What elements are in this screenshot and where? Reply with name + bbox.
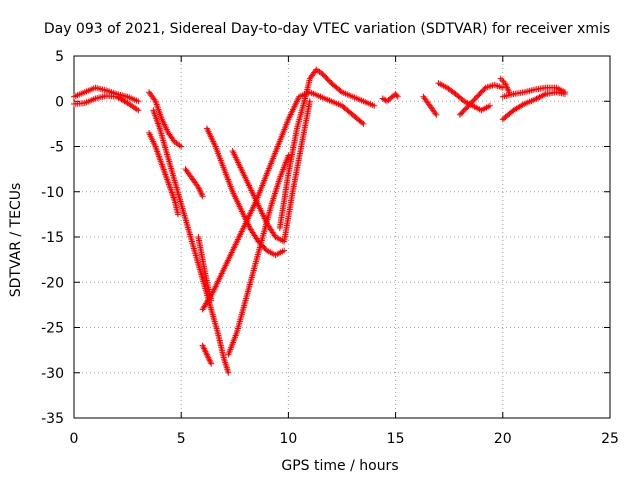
y-axis-title: SDTVAR / TECUs xyxy=(8,183,24,298)
series-seg20 xyxy=(499,89,568,123)
y-tick-label: 5 xyxy=(55,49,64,65)
series-seg18 xyxy=(456,81,506,118)
data-series xyxy=(71,66,568,376)
y-tick-label: -15 xyxy=(41,230,64,246)
y-tick-label: -25 xyxy=(41,321,64,337)
y-tick-label: -30 xyxy=(41,366,64,382)
series-seg11 xyxy=(229,98,313,245)
x-tick-label: 5 xyxy=(177,431,186,447)
series-seg2 xyxy=(71,92,142,114)
series-seg8 xyxy=(199,342,215,367)
series-seg10 xyxy=(203,125,288,259)
chart-title: Day 093 of 2021, Sidereal Day-to-day VTE… xyxy=(44,21,610,37)
x-tick-label: 25 xyxy=(601,431,619,447)
series-seg12 xyxy=(225,152,292,358)
series-seg15 xyxy=(379,91,401,105)
series-seg13 xyxy=(276,66,378,231)
series-seg14 xyxy=(317,93,367,127)
x-tick-label: 10 xyxy=(279,431,297,447)
series-seg1 xyxy=(71,84,142,105)
series-seg7 xyxy=(195,234,215,304)
series-seg4 xyxy=(146,129,181,218)
x-tick-label: 20 xyxy=(494,431,512,447)
series-seg19 xyxy=(499,84,568,100)
series-seg3 xyxy=(146,89,185,150)
series-seg5 xyxy=(150,107,232,376)
y-tick-label: -5 xyxy=(50,140,64,156)
series-seg16 xyxy=(420,93,440,118)
x-axis-title: GPS time / hours xyxy=(281,458,398,474)
x-tick-label: 15 xyxy=(387,431,405,447)
grid-lines xyxy=(74,56,610,418)
series-seg6 xyxy=(182,166,206,200)
y-tick-label: 0 xyxy=(55,94,64,110)
series-seg17 xyxy=(435,80,493,114)
y-axis: 5 0 -5 -10 -15 -20 -25 -30 -35 xyxy=(41,49,610,427)
x-tick-label: 0 xyxy=(70,431,79,447)
y-tick-label: -35 xyxy=(41,411,64,427)
y-tick-label: -10 xyxy=(41,185,64,201)
x-axis: 0 5 10 15 20 25 xyxy=(70,56,619,447)
y-tick-label: -20 xyxy=(41,275,64,291)
series-seg21 xyxy=(497,75,513,96)
